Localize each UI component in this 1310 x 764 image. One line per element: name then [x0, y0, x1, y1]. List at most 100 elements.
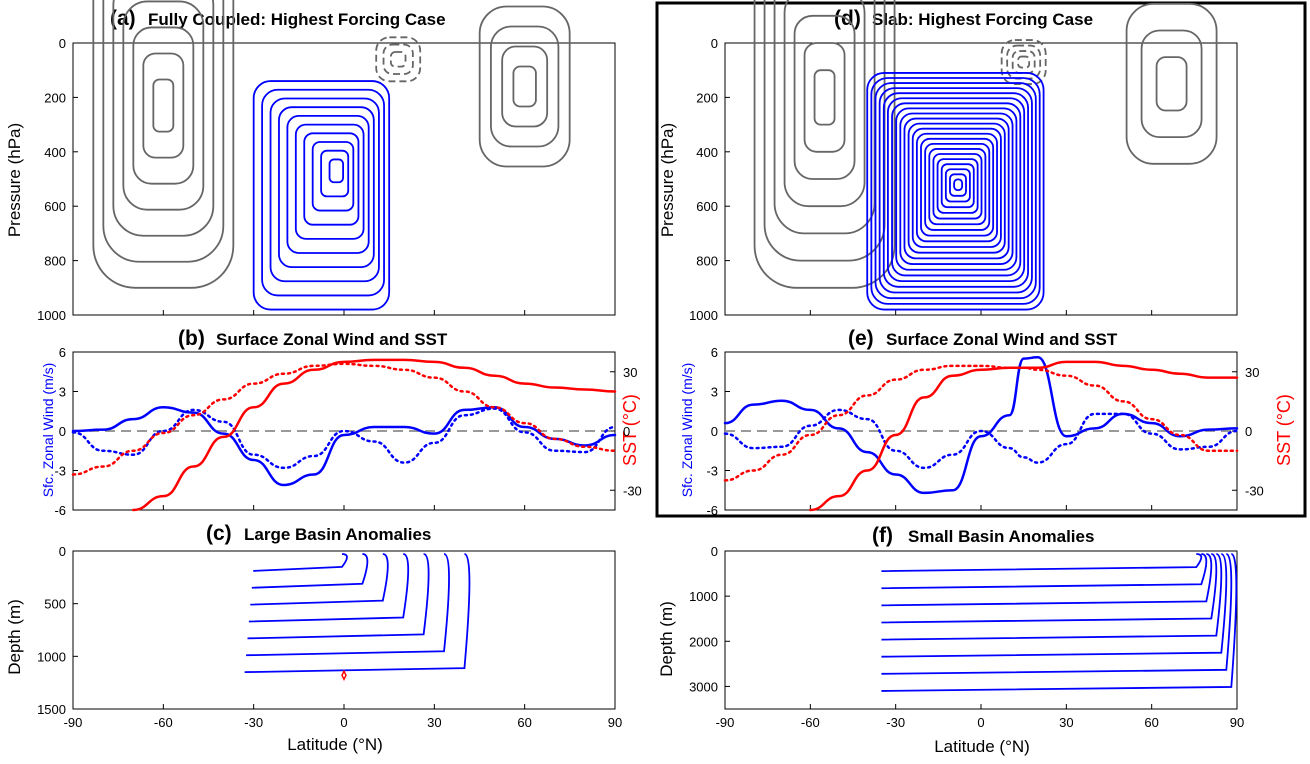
panel-a-blue-contour — [294, 123, 365, 240]
panel-c-xtick-label: 60 — [517, 715, 531, 730]
panel-d-blue-contour — [920, 137, 995, 237]
panel-a-gray-contour — [92, 0, 235, 289]
panel-d-blue-contour — [887, 97, 1026, 283]
panel-d: 0 200 400 600 800 1000 — [689, 0, 1238, 323]
panel-e-label: (e) — [848, 327, 874, 350]
panel-e-ylabel: Sfc. Zonal Wind (m/s) — [679, 363, 695, 498]
panel-d-ytick-label: 400 — [696, 145, 718, 160]
panel-a-gray-contour — [132, 26, 195, 185]
panel-d-ytick-label: 800 — [696, 254, 718, 269]
panel-d-gray-contour — [1017, 55, 1031, 69]
panel-e-series-blue-dotted — [723, 408, 1239, 470]
panel-b-ytick-right-label: -30 — [623, 483, 642, 498]
panel-c-xtick-label: 90 — [608, 715, 622, 730]
panel-f-xtick-label: 30 — [1059, 715, 1073, 730]
panel-c-blue-contour — [250, 553, 389, 606]
panel-b-series-red-dotted — [71, 362, 617, 476]
panel-e-title: (e) Surface Zonal Wind and SST — [848, 327, 1118, 350]
panel-a-blue-contour — [252, 80, 391, 311]
panel-f-blue-contour — [881, 553, 1203, 573]
panel-d-blue-contour — [944, 168, 971, 203]
panel-c-xlabel: Latitude (°N) — [287, 735, 383, 754]
panel-f-xtick-label: 90 — [1230, 715, 1244, 730]
panel-f-xtick-label: -90 — [716, 715, 735, 730]
panel-d-blue-contour — [903, 117, 1010, 260]
panel-f-ytick-label: 0 — [711, 544, 718, 559]
panel-c: 0 500 1000 1500-90 -60 -30 0 30 60 90 — [37, 544, 622, 730]
panel-f-xtick-label: -30 — [886, 715, 905, 730]
panel-d-blue-contour — [911, 127, 1002, 248]
panel-c-xtick-label: 0 — [340, 715, 347, 730]
panel-b-ylabel: Sfc. Zonal Wind (m/s) — [40, 363, 56, 498]
panel-f-blue-contour — [881, 553, 1223, 641]
panel-d-blue-contour — [928, 148, 987, 226]
panel-c-label: (c) — [206, 522, 232, 545]
panel-a-label: (a) — [110, 7, 136, 30]
highlight-frame — [655, 1, 1307, 518]
panel-e-title-text: Surface Zonal Wind and SST — [886, 330, 1118, 349]
panel-a-blue-contour — [328, 158, 344, 184]
panel-e-ytick-label: -6 — [706, 503, 718, 518]
panel-e-ytick-label: -3 — [706, 464, 718, 479]
panel-d-blue-contour — [932, 153, 983, 220]
panel-d-gray-contour — [1125, 2, 1218, 165]
panel-c-xtick-label: -30 — [244, 715, 263, 730]
panel-e-ytick-label: 6 — [711, 345, 718, 360]
panel-a: 0 200 400 600 800 1000 — [37, 0, 616, 323]
panel-a-gray-contour — [142, 52, 185, 159]
panel-a-gray-contour — [382, 43, 414, 75]
panel-d-gray-contour — [1011, 50, 1036, 74]
panel-f-ytick-label: 1000 — [689, 589, 718, 604]
panel-c-ytick-label: 1000 — [37, 649, 66, 664]
panel-d-blue-contour — [953, 178, 964, 192]
panel-f-blue-contour — [881, 553, 1208, 590]
panel-f-blue-contour — [881, 553, 1213, 607]
panel-c-ylabel: Depth (m) — [5, 599, 24, 675]
panel-a-ytick-label: 0 — [59, 36, 66, 51]
panel-d-blue-contour — [907, 122, 1006, 254]
panel-b-ytick-label: 0 — [59, 424, 66, 439]
panel-c-xtick-label: -90 — [64, 715, 83, 730]
panel-a-gray-contour — [478, 5, 571, 168]
panel-a-blue-contour — [261, 88, 385, 297]
plot-layer: 02004006008001000-6-3036-300300500100015… — [37, 0, 1264, 730]
panel-a-title: (a) Fully Coupled: Highest Forcing Case — [110, 7, 446, 30]
panel-a-gray-contour — [375, 36, 422, 83]
panel-d-gray-contour — [763, 0, 886, 262]
panel-d-title: (d) Slab: Highest Forcing Case — [834, 7, 1093, 30]
panel-d-blue-contour — [870, 77, 1041, 305]
panel-a-title-text: Fully Coupled: Highest Forcing Case — [148, 10, 446, 29]
panel-a-ytick-label: 1000 — [37, 308, 66, 323]
panel-d-gray-contour — [773, 0, 876, 235]
panel-d-gray-contour — [803, 42, 846, 153]
panel-e-ytick-label: 0 — [711, 424, 718, 439]
panel-c-title-text: Large Basin Anomalies — [244, 525, 431, 544]
panel-c-xtick-label: 30 — [427, 715, 441, 730]
panel-f-title-text: Small Basin Anomalies — [908, 527, 1094, 546]
panel-d-blue-contour — [949, 173, 967, 197]
panel-b-series-blue-solid — [71, 406, 617, 487]
panel-d-blue-contour — [878, 87, 1033, 294]
panel-a-gray-contour — [122, 0, 205, 211]
panel-b-ytick-label: 3 — [59, 385, 66, 400]
panel-c-ytick-label: 1500 — [37, 702, 66, 717]
panel-d-blue-contour — [866, 72, 1045, 311]
panel-f-xtick-label: 0 — [977, 715, 984, 730]
panel-a-blue-contour — [286, 114, 370, 254]
panel-e-ylabel-right: SST (°C) — [1274, 394, 1294, 466]
panel-c-blue-contour — [246, 553, 450, 657]
panel-b-ytick-right-label: 30 — [623, 365, 637, 380]
panel-d-blue-contour — [936, 158, 979, 214]
panel-d-ytick-label: 0 — [711, 36, 718, 51]
panel-d-blue-contour — [915, 132, 998, 243]
panel-d-ytick-label: 600 — [696, 199, 718, 214]
panel-f-blue-contour — [881, 553, 1233, 675]
panel-a-blue-contour — [320, 149, 350, 198]
panel-e-ytick-right-label: 30 — [1245, 365, 1259, 380]
panel-c-axes-box — [72, 550, 616, 710]
panel-a-blue-contour — [278, 106, 375, 269]
panel-e-series-blue-solid — [723, 356, 1239, 495]
panel-c-xtick-label: -60 — [154, 715, 173, 730]
